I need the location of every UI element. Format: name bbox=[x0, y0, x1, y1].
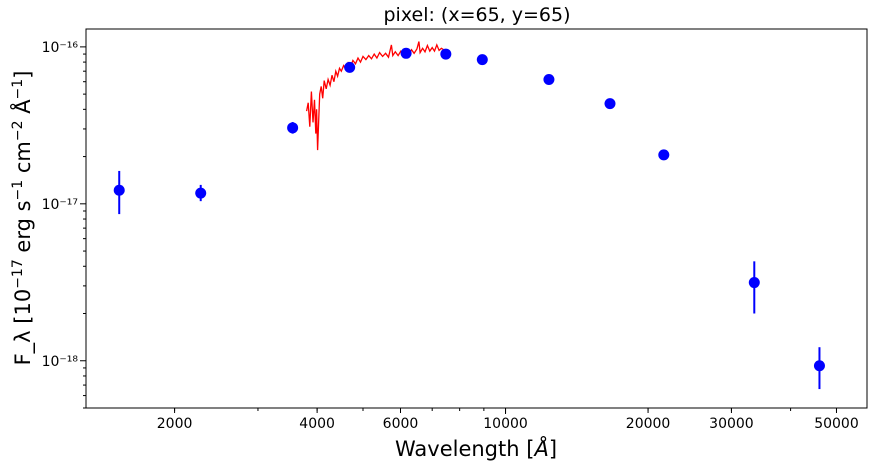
data-point-6 bbox=[440, 48, 452, 60]
y-tick-label: 10⁻¹⁶ bbox=[42, 40, 79, 56]
data-point-8 bbox=[543, 73, 555, 85]
data-point-2 bbox=[195, 187, 207, 199]
y-tick-label: 10⁻¹⁷ bbox=[42, 197, 78, 213]
x-tick-label: 30000 bbox=[709, 416, 754, 432]
data-point-4 bbox=[344, 61, 356, 73]
spectrum-line bbox=[305, 41, 444, 151]
x-tick-label: 10000 bbox=[483, 416, 528, 432]
x-axis-label: Wavelength [Å] bbox=[395, 435, 557, 461]
x-axis-ticks: 2000 4000 6000 10000 20000 30000 50000 bbox=[157, 408, 859, 432]
data-point-3 bbox=[287, 122, 299, 134]
x-tick-label: 20000 bbox=[626, 416, 671, 432]
data-point-1 bbox=[113, 184, 125, 196]
data-point-12 bbox=[813, 360, 825, 372]
data-point-10 bbox=[658, 149, 670, 161]
data-point-11 bbox=[748, 277, 760, 289]
chart-title: pixel: (x=65, y=65) bbox=[384, 4, 571, 26]
y-tick-label: 10⁻¹⁸ bbox=[42, 354, 79, 370]
x-tick-label: 2000 bbox=[157, 416, 193, 432]
data-point-7 bbox=[476, 54, 488, 66]
x-tick-label: 50000 bbox=[814, 416, 859, 432]
y-axis-label: F_λ [10−17 erg s−1 cm−2 Å−1] bbox=[9, 71, 36, 366]
data-point-5 bbox=[400, 47, 412, 59]
y-axis-ticks: 10⁻¹⁸ 10⁻¹⁷ 10⁻¹⁶ bbox=[42, 40, 86, 409]
x-tick-label: 6000 bbox=[383, 416, 419, 432]
plot-frame bbox=[85, 28, 868, 409]
plot-area bbox=[113, 41, 825, 390]
photometry-layer bbox=[113, 47, 825, 390]
spectrum-layer bbox=[305, 41, 444, 151]
data-point-9 bbox=[604, 98, 616, 110]
x-tick-label: 4000 bbox=[299, 416, 335, 432]
